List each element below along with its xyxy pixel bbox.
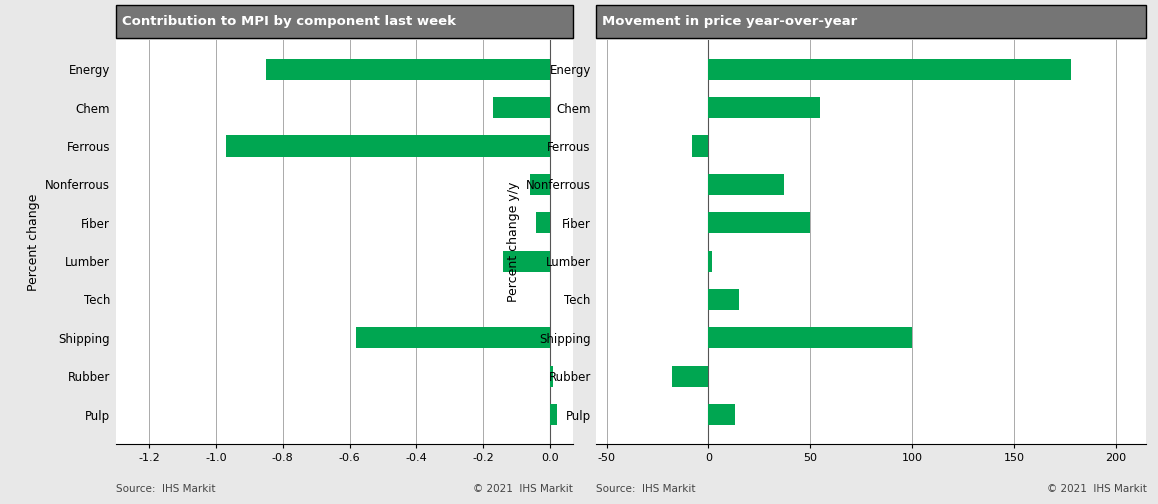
Bar [709, 97, 821, 118]
Bar [266, 58, 550, 80]
Bar [672, 366, 709, 387]
Bar [709, 404, 735, 425]
Bar [550, 404, 557, 425]
Bar [226, 136, 550, 157]
Bar [536, 212, 550, 233]
Bar [709, 250, 712, 272]
Bar [709, 58, 1071, 80]
Text: © 2021  IHS Markit: © 2021 IHS Markit [474, 484, 573, 494]
Bar [709, 327, 913, 348]
Bar [503, 250, 550, 272]
Y-axis label: Percent change y/y: Percent change y/y [507, 182, 520, 302]
Text: Source:  IHS Markit: Source: IHS Markit [596, 484, 696, 494]
Bar [709, 212, 811, 233]
Text: Source:  IHS Markit: Source: IHS Markit [116, 484, 215, 494]
Bar [709, 174, 784, 195]
Bar [550, 366, 554, 387]
Bar [709, 289, 739, 310]
Text: Movement in price year-over-year: Movement in price year-over-year [602, 15, 857, 28]
Bar [692, 136, 709, 157]
Bar [530, 174, 550, 195]
Bar [357, 327, 550, 348]
Text: Contribution to MPI by component last week: Contribution to MPI by component last we… [122, 15, 455, 28]
Bar [493, 97, 550, 118]
Y-axis label: Percent change: Percent change [27, 193, 39, 291]
Text: © 2021  IHS Markit: © 2021 IHS Markit [1047, 484, 1146, 494]
